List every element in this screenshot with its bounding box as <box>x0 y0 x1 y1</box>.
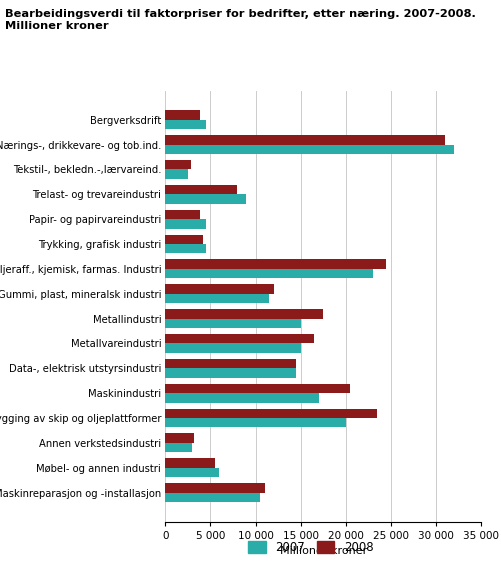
Bar <box>165 384 350 393</box>
Bar <box>165 319 301 328</box>
Text: Bearbeidingsverdi til faktorpriser for bedrifter, etter næring. 2007-2008.
Milli: Bearbeidingsverdi til faktorpriser for b… <box>5 9 476 31</box>
Bar <box>165 433 194 443</box>
Bar <box>165 135 445 145</box>
Bar <box>165 160 190 170</box>
Bar <box>165 269 373 278</box>
Bar <box>165 393 319 403</box>
Bar <box>165 294 269 303</box>
Bar <box>165 284 274 294</box>
Bar <box>165 409 377 418</box>
Bar <box>165 468 219 477</box>
Bar <box>165 235 203 244</box>
Bar <box>165 210 199 219</box>
Bar <box>165 359 296 369</box>
Bar <box>165 369 296 378</box>
Legend: 2007, 2008: 2007, 2008 <box>243 536 378 558</box>
Bar <box>165 260 386 269</box>
Bar <box>165 170 188 179</box>
Bar <box>165 185 237 194</box>
Bar <box>165 418 346 428</box>
Bar <box>165 483 265 493</box>
Bar <box>165 443 192 452</box>
Bar <box>165 111 199 120</box>
Bar <box>165 194 246 204</box>
Bar <box>165 334 314 344</box>
Bar <box>165 458 215 468</box>
Bar <box>165 219 206 229</box>
Bar <box>165 244 206 253</box>
Bar <box>165 145 454 154</box>
Bar <box>165 493 260 502</box>
Bar <box>165 344 301 353</box>
X-axis label: Millioner kroner: Millioner kroner <box>280 546 367 556</box>
Bar <box>165 309 323 319</box>
Bar <box>165 120 206 129</box>
